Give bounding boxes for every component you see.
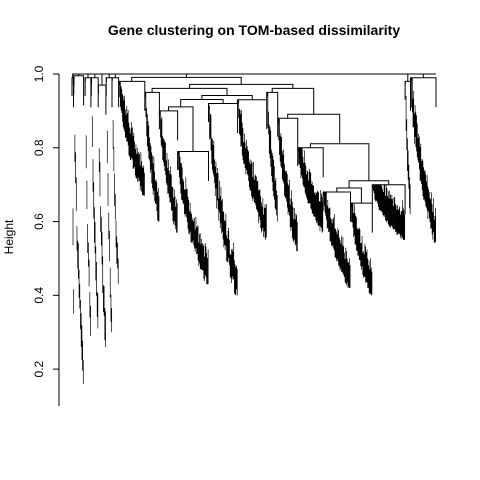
y-tick-label: 0.4: [32, 287, 46, 304]
y-tick-label: 0.2: [32, 360, 46, 377]
y-axis-ticks: 0.2 0.4 0.6 0.8 1.0: [32, 65, 59, 377]
dendrogram-branches: [71, 73, 437, 233]
y-tick-label: 0.6: [32, 213, 46, 230]
y-tick-label: 1.0: [32, 65, 46, 82]
dendrogram-tree: [71, 73, 437, 384]
dendrogram-leaves: [71, 75, 436, 384]
y-axis-label: Height: [2, 219, 16, 254]
y-tick-label: 0.8: [32, 139, 46, 156]
chart-title: Gene clustering on TOM-based dissimilari…: [108, 22, 400, 38]
